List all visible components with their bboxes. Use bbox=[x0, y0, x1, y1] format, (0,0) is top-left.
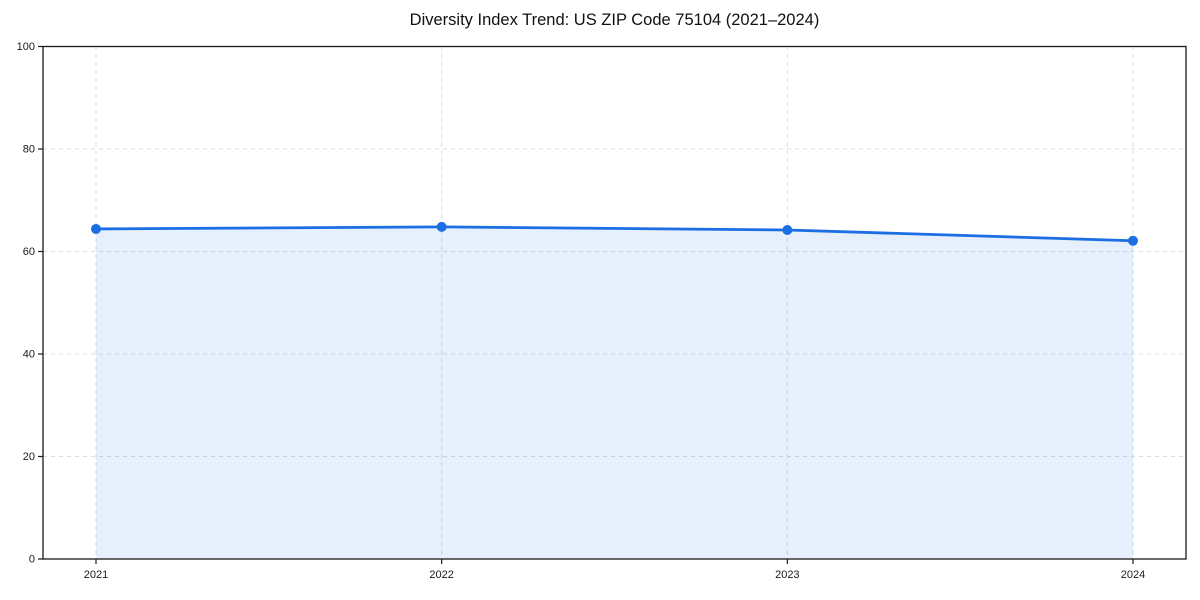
y-tick-label: 20 bbox=[23, 451, 35, 463]
plot-border bbox=[42, 45, 1187, 560]
x-tick-label: 2024 bbox=[1121, 569, 1145, 581]
data-point-2024 bbox=[1128, 235, 1138, 246]
trend-line bbox=[94, 225, 1135, 243]
x-tick-label: 2023 bbox=[775, 569, 799, 581]
area-fill bbox=[96, 226, 1133, 559]
chart-title: Diversity Index Trend: US ZIP Code 75104… bbox=[409, 11, 820, 29]
data-point-2023 bbox=[782, 224, 793, 235]
x-tick-label: 2021 bbox=[84, 569, 108, 581]
data-point-2022 bbox=[436, 221, 447, 232]
data-point-2021 bbox=[91, 223, 101, 234]
y-tick-label: 80 bbox=[23, 144, 35, 156]
x-tick-label: 2022 bbox=[429, 569, 453, 581]
y-tick-label: 60 bbox=[23, 246, 35, 258]
y-tick-label: 40 bbox=[23, 349, 35, 361]
y-tick-label: 100 bbox=[17, 41, 35, 53]
y-tick-label: 0 bbox=[29, 554, 35, 566]
